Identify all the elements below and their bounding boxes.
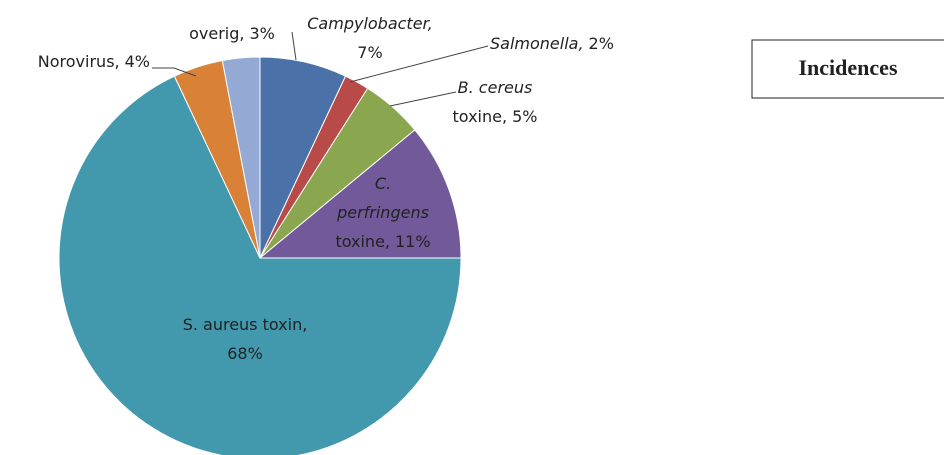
pie-slice — [221, 56, 261, 259]
value-label: 11% — [395, 232, 431, 251]
data-label: B. cereus — [458, 78, 533, 97]
data-label: Salmonella, 2% — [490, 34, 614, 53]
leader-line — [389, 91, 457, 107]
data-label: toxine, 11% — [335, 232, 430, 251]
data-label: C. — [375, 174, 391, 193]
data-label: S. aureus toxin, — [183, 315, 308, 334]
leader-line — [152, 67, 197, 77]
data-label: Norovirus, 4% — [38, 52, 150, 71]
value-label: 2% — [589, 34, 614, 53]
category-label: Campylobacter, — [307, 14, 433, 33]
value-label: 7% — [357, 43, 382, 62]
data-label: Campylobacter, — [307, 14, 433, 33]
value-label: 68% — [227, 344, 263, 363]
category-label: B. cereus — [458, 78, 533, 97]
pie-slice — [258, 129, 462, 259]
category-label: overig, — [189, 24, 244, 43]
category-label: Norovirus, — [38, 52, 120, 71]
title-box — [751, 39, 944, 99]
leader-line — [349, 45, 489, 83]
category-label: C. — [375, 174, 391, 193]
data-label: perfringens — [336, 203, 429, 222]
data-label: 68% — [227, 344, 263, 363]
category-label: Salmonella, — [490, 34, 584, 53]
data-label: toxine, 5% — [453, 107, 538, 126]
data-label: 7% — [357, 43, 382, 62]
value-label: 4% — [125, 52, 150, 71]
chart-title: Incidences — [799, 55, 898, 80]
data-label: overig, 3% — [189, 24, 275, 43]
category-label: perfringens — [336, 203, 429, 222]
category-label: toxine, — [453, 107, 508, 126]
category-label: S. aureus toxin, — [183, 315, 308, 334]
value-label: 3% — [249, 24, 274, 43]
value-label: 5% — [512, 107, 537, 126]
category-label: toxine, — [335, 232, 390, 251]
leader-line — [291, 31, 297, 61]
pie-slice — [58, 75, 462, 455]
